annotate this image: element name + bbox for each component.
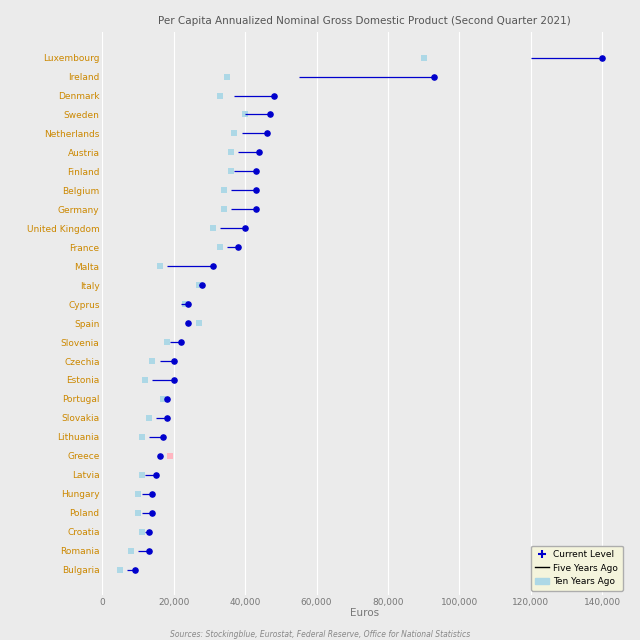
Text: Sources: Stockingblue, Eurostat, Federal Reserve, Office for National Statistics: Sources: Stockingblue, Eurostat, Federal… bbox=[170, 630, 470, 639]
X-axis label: Euros: Euros bbox=[350, 609, 380, 618]
Point bbox=[161, 413, 172, 423]
Point bbox=[136, 527, 147, 537]
Point bbox=[597, 52, 607, 63]
Point bbox=[226, 147, 236, 157]
Point bbox=[158, 394, 168, 404]
Point bbox=[194, 318, 204, 328]
Point bbox=[262, 129, 272, 139]
Point bbox=[179, 299, 189, 309]
Legend: Current Level, Five Years Ago, Ten Years Ago: Current Level, Five Years Ago, Ten Years… bbox=[531, 546, 623, 591]
Point bbox=[251, 185, 261, 195]
Point bbox=[136, 470, 147, 480]
Point bbox=[215, 90, 225, 100]
Point bbox=[265, 109, 275, 120]
Point bbox=[176, 337, 186, 347]
Point bbox=[269, 90, 279, 100]
Point bbox=[165, 451, 175, 461]
Point bbox=[229, 129, 239, 139]
Point bbox=[254, 147, 264, 157]
Point bbox=[161, 337, 172, 347]
Point bbox=[147, 488, 157, 499]
Point bbox=[154, 261, 164, 271]
Point bbox=[183, 318, 193, 328]
Point bbox=[158, 432, 168, 442]
Point bbox=[144, 413, 154, 423]
Point bbox=[161, 394, 172, 404]
Point bbox=[233, 242, 243, 252]
Point bbox=[215, 242, 225, 252]
Point bbox=[183, 299, 193, 309]
Point bbox=[208, 223, 218, 234]
Point bbox=[222, 72, 232, 82]
Point bbox=[240, 109, 250, 120]
Point bbox=[194, 280, 204, 291]
Point bbox=[240, 223, 250, 234]
Point bbox=[251, 166, 261, 177]
Point bbox=[208, 261, 218, 271]
Point bbox=[133, 488, 143, 499]
Point bbox=[144, 527, 154, 537]
Point bbox=[144, 545, 154, 556]
Point bbox=[154, 451, 164, 461]
Point bbox=[429, 72, 440, 82]
Point bbox=[226, 166, 236, 177]
Title: Per Capita Annualized Nominal Gross Domestic Product (Second Quarter 2021): Per Capita Annualized Nominal Gross Dome… bbox=[159, 15, 571, 26]
Point bbox=[419, 52, 429, 63]
Point bbox=[133, 508, 143, 518]
Point bbox=[147, 508, 157, 518]
Point bbox=[115, 564, 125, 575]
Point bbox=[219, 204, 229, 214]
Point bbox=[169, 375, 179, 385]
Point bbox=[129, 564, 140, 575]
Point bbox=[251, 204, 261, 214]
Point bbox=[140, 375, 150, 385]
Point bbox=[151, 470, 161, 480]
Point bbox=[219, 185, 229, 195]
Point bbox=[126, 545, 136, 556]
Point bbox=[169, 356, 179, 366]
Point bbox=[197, 280, 207, 291]
Point bbox=[136, 432, 147, 442]
Point bbox=[147, 356, 157, 366]
